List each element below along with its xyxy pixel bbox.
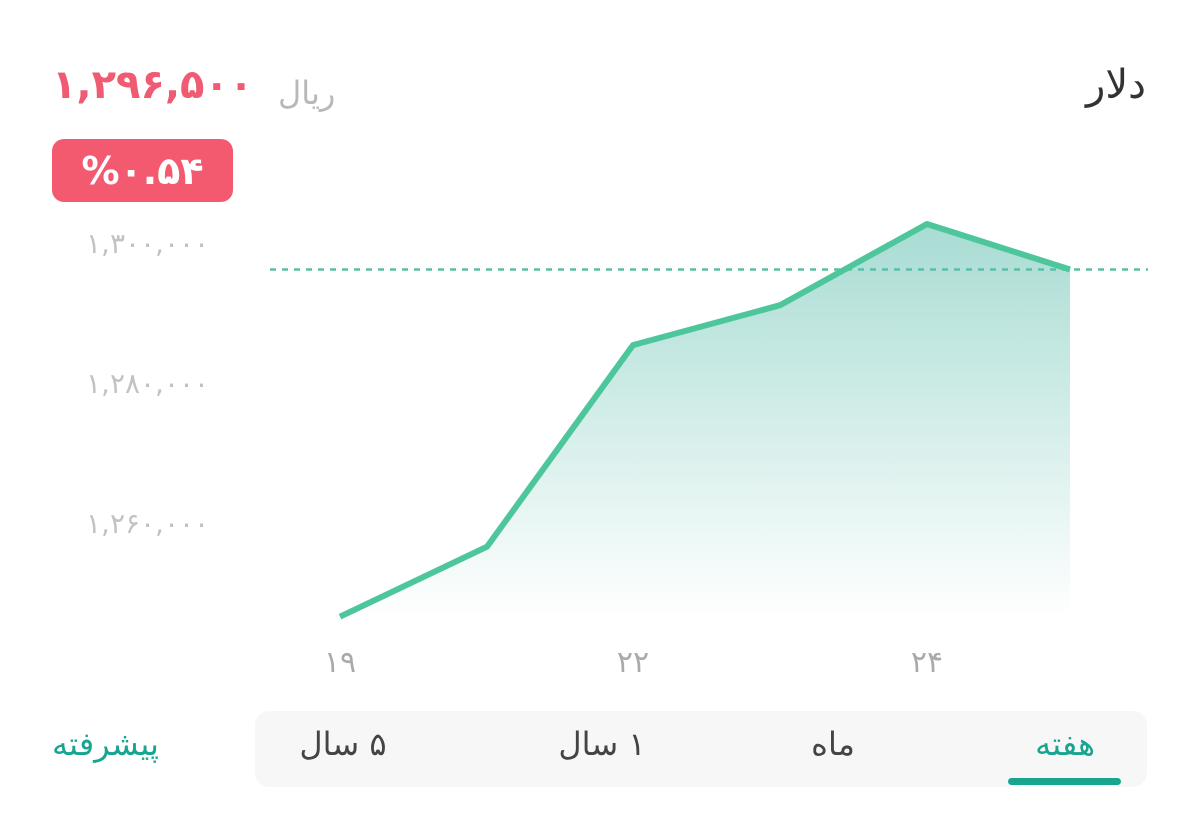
period-tabs: هفته ماه ۱ سال ۵ سال bbox=[255, 711, 1147, 787]
tab-month[interactable]: ماه bbox=[811, 725, 855, 763]
area-fill bbox=[340, 224, 1070, 617]
active-tab-indicator bbox=[1008, 778, 1121, 785]
tab-1-year[interactable]: ۱ سال bbox=[558, 725, 646, 763]
tab-week[interactable]: هفته bbox=[1035, 725, 1095, 763]
asset-title: دلار bbox=[1086, 62, 1146, 108]
y-tick-label: ۱,۲۶۰,۰۰۰ bbox=[86, 507, 210, 540]
current-price: ۱,۲۹۶,۵۰۰ bbox=[52, 62, 254, 108]
currency-unit: ریال bbox=[278, 74, 336, 112]
change-badge: %۰.۵۴ bbox=[52, 139, 233, 202]
price-line bbox=[338, 221, 1071, 620]
y-tick-label: ۱,۲۸۰,۰۰۰ bbox=[86, 367, 210, 400]
advanced-link[interactable]: پیشرفته bbox=[52, 725, 159, 763]
tab-5-years[interactable]: ۵ سال bbox=[299, 725, 387, 763]
x-tick-label: ۲۴ bbox=[910, 645, 944, 680]
x-tick-label: ۱۹ bbox=[323, 645, 357, 680]
price-chart bbox=[270, 221, 1148, 620]
x-tick-label: ۲۲ bbox=[616, 645, 650, 680]
y-tick-label: ۱,۳۰۰,۰۰۰ bbox=[86, 227, 210, 260]
